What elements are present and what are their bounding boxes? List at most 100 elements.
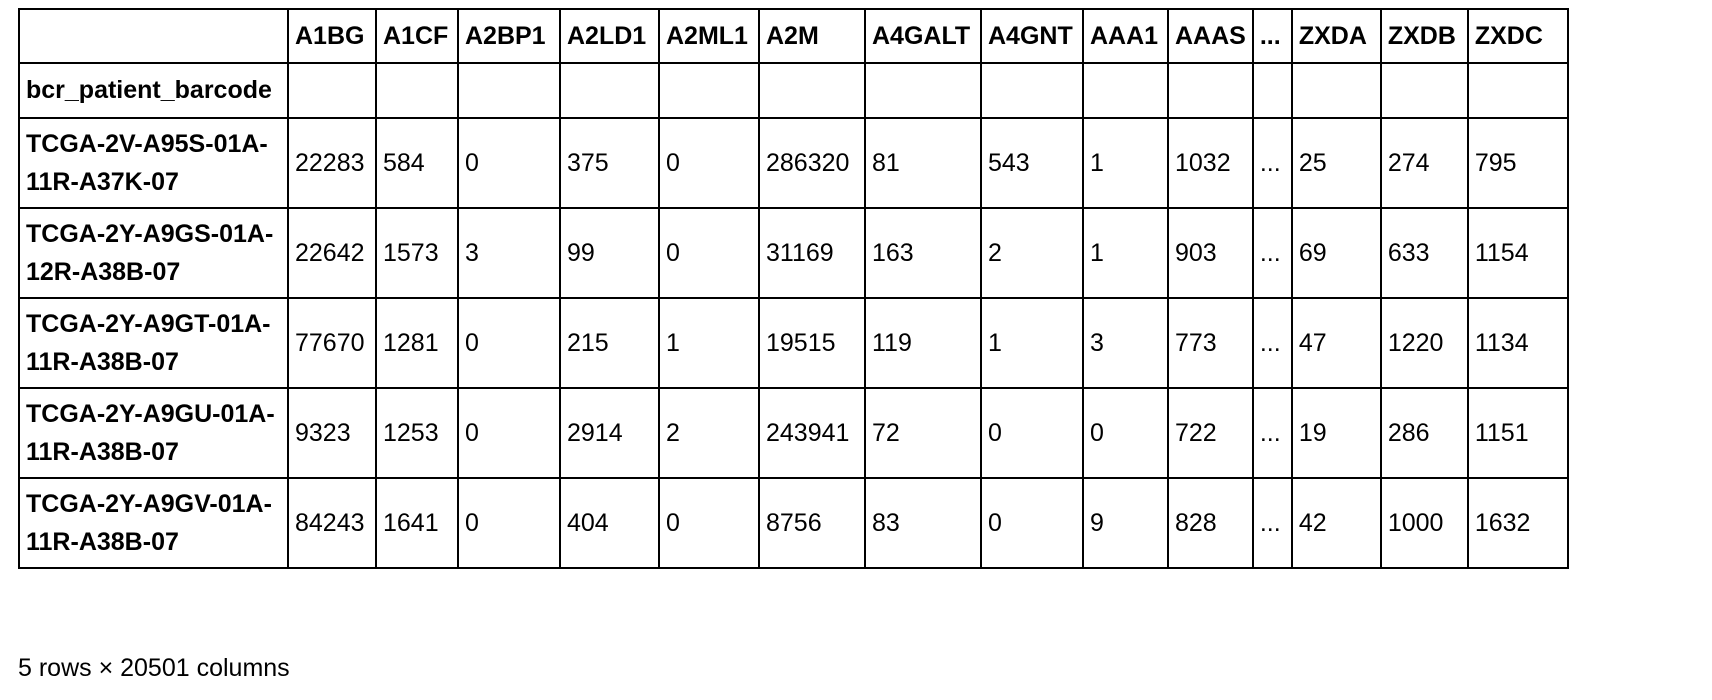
- column-header: A1BG: [287, 8, 377, 64]
- table-cell: 286: [1379, 387, 1469, 479]
- empty-header-cell: [864, 62, 982, 119]
- empty-header-cell: [287, 62, 377, 119]
- column-header: ZXDA: [1290, 8, 1382, 64]
- empty-header-cell: [758, 62, 866, 119]
- column-header: A2ML1: [658, 8, 760, 64]
- table-cell: 1: [980, 297, 1084, 389]
- table-cell: 99: [559, 207, 660, 299]
- column-header: A4GNT: [980, 8, 1084, 64]
- table-cell: 1032: [1167, 117, 1254, 209]
- table-cell: 543: [980, 117, 1084, 209]
- table-cell: 81: [864, 117, 982, 209]
- table-cell: 0: [457, 297, 561, 389]
- shape-summary: 5 rows × 20501 columns: [18, 654, 290, 682]
- column-header: ZXDC: [1466, 8, 1569, 64]
- table-cell: 1253: [375, 387, 459, 479]
- table-cell: 633: [1379, 207, 1469, 299]
- column-header: A4GALT: [864, 8, 982, 64]
- table-cell: 1000: [1379, 477, 1469, 569]
- empty-header-cell: [658, 62, 760, 119]
- dataframe-container: A1BG A1CF A2BP1 A2LD1 A2ML1 A2M A4GALT A…: [18, 8, 1712, 569]
- column-header: AAA1: [1082, 8, 1169, 64]
- table-cell: 795: [1466, 117, 1569, 209]
- table-cell: 42: [1290, 477, 1382, 569]
- table-body: TCGA-2V-A95S-01A-11R-A37K-07 22283 584 0 375…: [18, 117, 1569, 569]
- table-cell: 0: [980, 477, 1084, 569]
- table-cell: 1154: [1466, 207, 1569, 299]
- empty-header-cell: [1082, 62, 1169, 119]
- table-cell: 1281: [375, 297, 459, 389]
- ellipsis-cell: ...: [1251, 477, 1293, 569]
- table-cell: 0: [658, 117, 760, 209]
- table-row: TCGA-2Y-A9GS-01A-12R-A38B-07 22642 1573 3 99…: [18, 207, 1569, 299]
- table-row: TCGA-2Y-A9GU-01A-11R-A38B-07 9323 1253 0 291…: [18, 387, 1569, 479]
- column-header-row: A1BG A1CF A2BP1 A2LD1 A2ML1 A2M A4GALT A…: [18, 8, 1569, 64]
- column-header: A1CF: [375, 8, 459, 64]
- table-row: TCGA-2V-A95S-01A-11R-A37K-07 22283 584 0 375…: [18, 117, 1569, 209]
- ellipsis-cell: ...: [1251, 117, 1293, 209]
- empty-header-cell: [1379, 62, 1469, 119]
- table-cell: 1573: [375, 207, 459, 299]
- table-cell: 83: [864, 477, 982, 569]
- table-cell: 0: [457, 117, 561, 209]
- table-cell: 2: [980, 207, 1084, 299]
- column-header: A2LD1: [559, 8, 660, 64]
- table-cell: 31169: [758, 207, 866, 299]
- empty-header-cell: [457, 62, 561, 119]
- table-cell: 1151: [1466, 387, 1569, 479]
- table-cell: 3: [457, 207, 561, 299]
- empty-header-cell: [1466, 62, 1569, 119]
- column-header: A2BP1: [457, 8, 561, 64]
- row-index-label: TCGA-2V-A95S-01A-11R-A37K-07: [18, 117, 289, 209]
- column-header: A2M: [758, 8, 866, 64]
- table-row: TCGA-2Y-A9GV-01A-11R-A38B-07 84243 1641 0 40…: [18, 477, 1569, 569]
- table-cell: 243941: [758, 387, 866, 479]
- table-cell: 0: [1082, 387, 1169, 479]
- table-cell: 9: [1082, 477, 1169, 569]
- table-cell: 375: [559, 117, 660, 209]
- table-cell: 274: [1379, 117, 1469, 209]
- column-header-ellipsis: ...: [1251, 8, 1293, 64]
- table-cell: 1: [1082, 207, 1169, 299]
- table-cell: 2914: [559, 387, 660, 479]
- empty-header-cell: [1290, 62, 1382, 119]
- table-cell: 773: [1167, 297, 1254, 389]
- ellipsis-cell: ...: [1251, 387, 1293, 479]
- table-cell: 1134: [1466, 297, 1569, 389]
- index-name-row: bcr_patient_barcode: [18, 62, 1569, 119]
- table-cell: 0: [658, 207, 760, 299]
- table-cell: 0: [457, 387, 561, 479]
- table-row: TCGA-2Y-A9GT-01A-11R-A38B-07 77670 1281 0 21…: [18, 297, 1569, 389]
- empty-header-cell: [559, 62, 660, 119]
- empty-header-cell: [1167, 62, 1254, 119]
- table-cell: 9323: [287, 387, 377, 479]
- table-cell: 722: [1167, 387, 1254, 479]
- table-cell: 69: [1290, 207, 1382, 299]
- index-name-header: bcr_patient_barcode: [18, 62, 289, 119]
- table-cell: 1641: [375, 477, 459, 569]
- table-cell: 584: [375, 117, 459, 209]
- table-cell: 1: [658, 297, 760, 389]
- row-index-label: TCGA-2Y-A9GU-01A-11R-A38B-07: [18, 387, 289, 479]
- table-cell: 1: [1082, 117, 1169, 209]
- ellipsis-cell: ...: [1251, 297, 1293, 389]
- table-cell: 22642: [287, 207, 377, 299]
- ellipsis-cell: ...: [1251, 207, 1293, 299]
- dataframe-table: A1BG A1CF A2BP1 A2LD1 A2ML1 A2M A4GALT A…: [18, 8, 1569, 569]
- row-index-label: TCGA-2Y-A9GS-01A-12R-A38B-07: [18, 207, 289, 299]
- table-cell: 828: [1167, 477, 1254, 569]
- empty-header-cell: [1251, 62, 1293, 119]
- empty-header-cell: [980, 62, 1084, 119]
- table-cell: 903: [1167, 207, 1254, 299]
- column-header: ZXDB: [1379, 8, 1469, 64]
- column-header: AAAS: [1167, 8, 1254, 64]
- table-cell: 215: [559, 297, 660, 389]
- table-cell: 19: [1290, 387, 1382, 479]
- row-index-label: TCGA-2Y-A9GV-01A-11R-A38B-07: [18, 477, 289, 569]
- table-cell: 1220: [1379, 297, 1469, 389]
- table-cell: 286320: [758, 117, 866, 209]
- table-cell: 8756: [758, 477, 866, 569]
- corner-header-cell: [18, 8, 289, 64]
- table-cell: 25: [1290, 117, 1382, 209]
- table-cell: 119: [864, 297, 982, 389]
